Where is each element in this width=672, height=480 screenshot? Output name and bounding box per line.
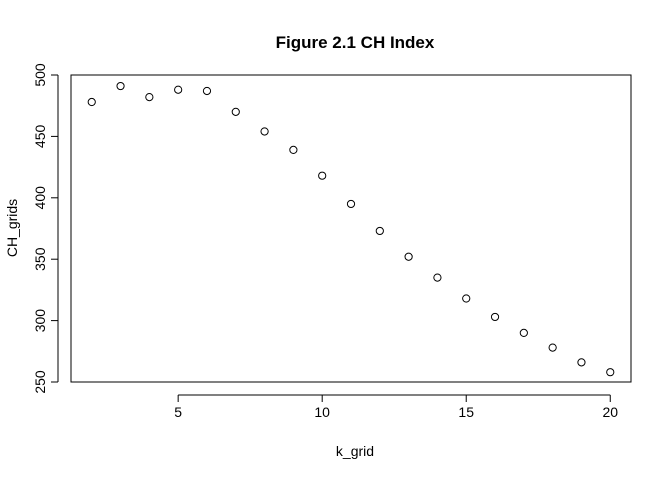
data-point bbox=[346, 199, 356, 209]
data-point bbox=[606, 368, 615, 377]
y-tick-label: 250 bbox=[32, 370, 48, 394]
data-point bbox=[174, 85, 183, 94]
y-tick-label: 300 bbox=[32, 309, 48, 333]
data-point bbox=[404, 252, 413, 261]
data-point bbox=[231, 107, 240, 116]
y-axis-label: CH_grids bbox=[4, 199, 20, 257]
y-tick-label: 500 bbox=[32, 63, 48, 87]
y-tick-label: 350 bbox=[32, 247, 48, 271]
x-tick-label: 10 bbox=[314, 404, 330, 420]
data-point bbox=[519, 328, 528, 337]
y-axis: 250 300 350 400 450 500 bbox=[32, 63, 59, 394]
x-tick-label: 5 bbox=[174, 404, 182, 420]
x-tick-label: 15 bbox=[458, 404, 474, 420]
data-point bbox=[433, 273, 442, 282]
y-tick-label: 450 bbox=[32, 125, 48, 149]
data-point bbox=[260, 127, 269, 136]
data-point bbox=[375, 226, 384, 236]
data-point bbox=[87, 97, 96, 107]
data-point bbox=[318, 171, 327, 180]
data-point bbox=[490, 312, 500, 322]
data-point bbox=[289, 145, 298, 155]
data-point bbox=[577, 358, 586, 367]
chart-title: Figure 2.1 CH Index bbox=[276, 33, 435, 52]
x-axis: 5 10 15 20 bbox=[174, 394, 618, 420]
x-tick-label: 20 bbox=[602, 404, 618, 420]
data-point bbox=[116, 81, 125, 91]
data-points bbox=[87, 81, 615, 377]
data-point bbox=[145, 93, 154, 102]
plot-frame bbox=[70, 74, 632, 383]
y-tick-label: 400 bbox=[32, 186, 48, 210]
data-point bbox=[548, 343, 557, 352]
data-point bbox=[202, 86, 212, 96]
x-axis-label: k_grid bbox=[336, 443, 374, 459]
data-point bbox=[462, 294, 471, 303]
